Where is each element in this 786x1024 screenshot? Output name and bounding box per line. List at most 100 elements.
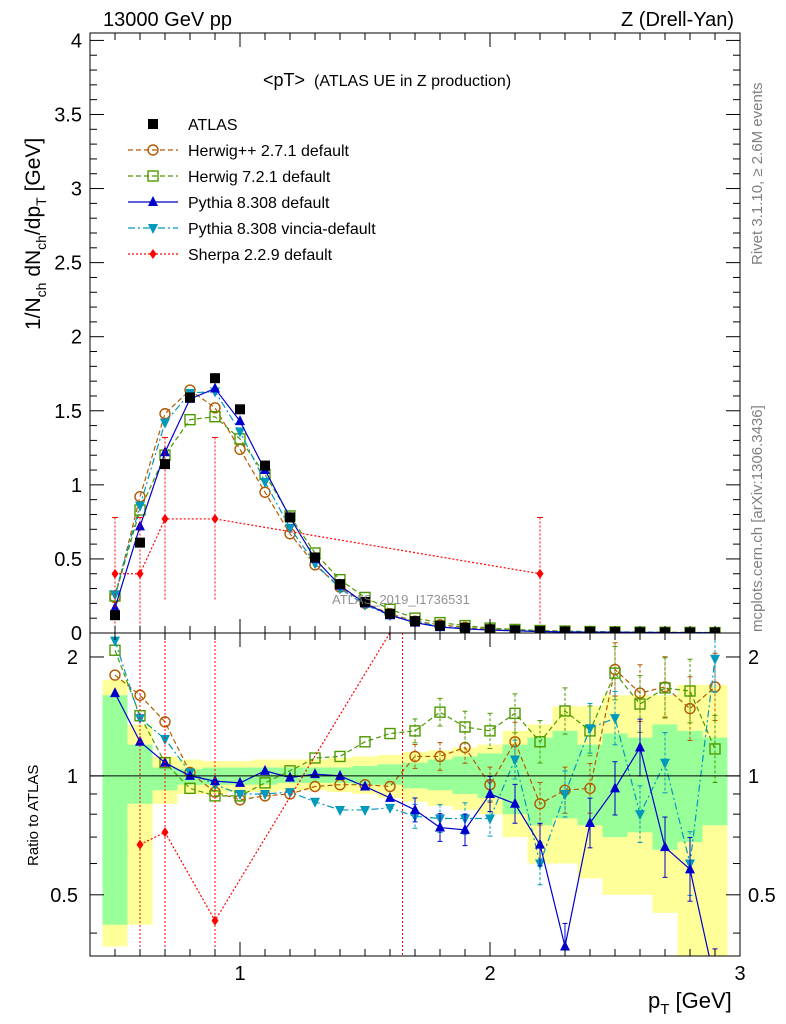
ratio-point-herwig7	[534, 736, 546, 748]
ratio-point-herwigpp	[384, 780, 396, 793]
ratio-point-pythia	[435, 821, 445, 832]
main-ytick-label: 0.5	[54, 549, 82, 571]
ratio-point-herwig7	[334, 750, 346, 763]
legend-marker-atlas	[148, 119, 158, 129]
legend-label-herwig7: Herwig 7.2.1 default	[188, 169, 331, 186]
legend-item-herwig7: Herwig 7.2.1 default	[128, 169, 331, 186]
ratio-point-sherpa	[136, 839, 144, 850]
ratio-point-pythia	[110, 687, 120, 698]
point-atlas	[135, 537, 145, 548]
point-atlas	[160, 459, 170, 470]
point-atlas	[360, 596, 370, 607]
point-vincia	[235, 427, 245, 438]
ratio-point-pythia	[335, 769, 345, 780]
ratio-point-herwig7	[409, 725, 421, 737]
main-ytick-label: 4	[71, 30, 82, 52]
ratio-point-vincia	[585, 724, 595, 735]
ratio-point-vincia	[610, 714, 620, 725]
ratio-point-herwig7	[259, 777, 271, 789]
ratio-point-pythia	[585, 816, 595, 827]
ratio-line-sherpa	[139, 633, 391, 922]
legend-item-atlas: ATLAS	[148, 117, 238, 134]
point-atlas	[385, 608, 395, 619]
point-vincia	[135, 501, 145, 512]
ratio-point-pythia	[360, 780, 370, 791]
series-sherpa	[111, 436, 544, 631]
ratio-point-sherpa	[161, 827, 169, 838]
legend-label-sherpa: Sherpa 2.2.9 default	[188, 247, 333, 264]
point-sherpa	[136, 568, 144, 579]
axes: 0 0.5 1 1.5 2 2.5 3 3.5 4 1 2 3 0.5 0.5 1 1 2 2	[50, 30, 776, 985]
point-atlas	[410, 616, 420, 627]
ratio-point-herwig7	[484, 725, 496, 737]
legend-item-sherpa: Sherpa 2.2.9 default	[128, 247, 333, 264]
ratio-point-vincia	[235, 789, 245, 800]
ratio-point-vincia	[660, 758, 670, 769]
legend-item-vincia: Pythia 8.308 vincia-default	[128, 221, 376, 238]
legend-label-vincia: Pythia 8.308 vincia-default	[188, 221, 376, 238]
ratio-point-herwig7	[634, 698, 646, 710]
ratio-point-herwigpp	[584, 782, 596, 795]
ratio-ytick-label-right: 1	[748, 766, 759, 788]
point-sherpa	[111, 568, 119, 579]
header-left: 13000 GeV pp	[103, 9, 232, 31]
ratio-point-vincia	[485, 814, 495, 825]
legend-marker-herwigpp	[147, 144, 159, 156]
point-atlas	[110, 610, 120, 621]
x-axis-title: pT [GeV]	[648, 988, 732, 1018]
series-line-herwig7	[114, 416, 716, 633]
ratio-point-herwig7	[384, 727, 396, 740]
ratio-ytick-label: 1	[67, 766, 78, 788]
ratio-point-pythia	[460, 823, 470, 834]
legend-label-atlas: ATLAS	[188, 117, 238, 134]
plot-title-sub: (ATLAS UE in Z production)	[314, 73, 511, 90]
ratio-point-pythia	[285, 771, 295, 782]
plot-title-main: <pT>	[263, 70, 305, 90]
point-atlas	[185, 392, 195, 403]
point-sherpa	[161, 513, 169, 524]
legend-marker-vincia	[148, 224, 158, 234]
main-ytick-label: 3	[71, 179, 82, 201]
ratio-point-sherpa	[211, 915, 219, 926]
watermark: ATLAS_2019_I1736531	[332, 592, 470, 607]
ratio-point-herwig7	[509, 707, 521, 720]
legend-label-pythia: Pythia 8.308 default	[188, 195, 330, 212]
ratio-point-pythia	[510, 797, 520, 808]
main-ytick-label: 1.5	[54, 401, 82, 423]
ratio-point-herwig7	[684, 685, 696, 697]
ratio-point-vincia	[560, 789, 570, 800]
ratio-point-herwig7	[559, 705, 571, 717]
ratio-ytick-label: 2	[67, 647, 78, 669]
main-ytick-label: 1	[71, 475, 82, 497]
band-inner	[352, 765, 378, 785]
side-label-bottom: mcplots.cern.ch [arXiv:1306.3436]	[749, 405, 766, 632]
ratio-point-vincia	[710, 654, 720, 665]
legend: ATLAS Herwig++ 2.7.1 default Herwig 7.2.1 …	[128, 117, 376, 264]
ratio-point-herwig7	[434, 706, 446, 718]
ratio-point-vincia	[260, 789, 270, 800]
ratio-point-pythia	[410, 803, 420, 814]
legend-item-pythia: Pythia 8.308 default	[128, 195, 330, 212]
point-vincia	[160, 418, 170, 429]
ratio-point-vincia	[110, 636, 120, 647]
band-inner	[377, 764, 403, 785]
ratio-ytick-label-right: 2	[748, 647, 759, 669]
band-inner	[102, 695, 128, 925]
ratio-ytick-label-right: 0.5	[748, 885, 776, 907]
ratio-ylabel: Ratio to ATLAS	[25, 765, 42, 866]
ratio-point-vincia	[310, 797, 320, 808]
point-herwigpp	[159, 408, 171, 420]
ratio-point-pythia	[610, 782, 620, 793]
legend-item-herwigpp: Herwig++ 2.7.1 default	[128, 143, 350, 160]
ratio-point-pythia	[660, 841, 670, 852]
ratio-point-pythia	[260, 764, 270, 775]
ratio-point-vincia	[160, 734, 170, 745]
ratio-point-pythia	[385, 791, 395, 802]
ratio-point-herwigpp	[534, 798, 546, 810]
ratio-point-pythia	[710, 976, 720, 986]
legend-marker-pythia	[148, 196, 158, 206]
ratio-point-herwig7	[184, 782, 196, 795]
point-atlas	[435, 620, 445, 631]
ratio-series-sherpa	[136, 633, 403, 956]
